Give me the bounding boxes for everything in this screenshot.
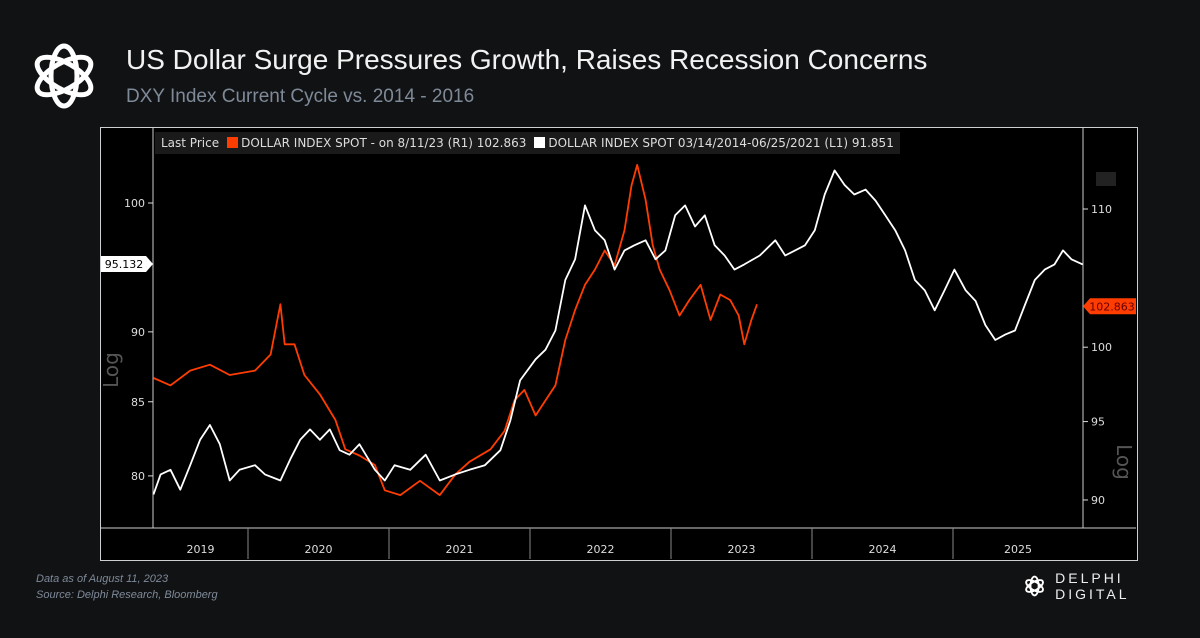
chart-options-icon (1096, 172, 1116, 186)
data-date-note: Data as of August 11, 2023 (36, 573, 169, 585)
footer-notes: Data as of August 11, 2023 Source: Delph… (36, 571, 218, 603)
delphi-small-logo-icon (1025, 575, 1044, 597)
x-tick-label: 2019 (187, 543, 215, 556)
legend-series-2014: DOLLAR INDEX SPOT 03/14/2014-06/25/2021 … (534, 136, 894, 150)
left-tick-label: 80 (131, 470, 145, 483)
right-axis-label: Log (1112, 444, 1136, 480)
left-last-price-value: 95.132 (105, 258, 144, 271)
legend-swatch-white (534, 137, 546, 148)
series-line-current (153, 163, 758, 497)
x-tick-label: 2024 (869, 543, 897, 556)
right-last-price-value: 102.863 (1089, 300, 1135, 313)
right-tick-label: 100 (1091, 341, 1112, 354)
left-last-price-tag (101, 256, 153, 273)
left-axis-label: Log (99, 352, 123, 388)
right-tick-label: 95 (1091, 416, 1105, 429)
source-note: Source: Delphi Research, Bloomberg (36, 589, 218, 601)
chart-legend: Last Price DOLLAR INDEX SPOT - on 8/11/2… (155, 132, 900, 154)
right-tick-label: 90 (1091, 494, 1105, 507)
brand-name: DELPHI DIGITAL (1055, 570, 1130, 602)
legend-swatch-orange (227, 137, 239, 148)
left-tick-label: 90 (131, 326, 145, 339)
legend-prefix: Last Price (161, 136, 220, 150)
legend-series-current: DOLLAR INDEX SPOT - on 8/11/23 (R1) 102.… (227, 136, 526, 150)
x-tick-label: 2022 (587, 543, 615, 556)
page-title: US Dollar Surge Pressures Growth, Raises… (126, 44, 928, 75)
x-tick-label: 2023 (728, 543, 756, 556)
left-tick-label: 100 (124, 197, 145, 210)
left-tick-label: 85 (131, 396, 145, 409)
x-tick-label: 2020 (305, 543, 333, 556)
series-line-2014-2016 (152, 169, 1084, 495)
x-tick-label: 2021 (446, 543, 474, 556)
x-tick-label: 2025 (1004, 543, 1032, 556)
page-subtitle: DXY Index Current Cycle vs. 2014 - 2016 (126, 86, 475, 107)
brand-mark: DELPHI DIGITAL (1022, 570, 1200, 602)
right-last-price-tag (1083, 298, 1136, 315)
right-tick-label: 110 (1091, 203, 1112, 216)
delphi-logo-icon (34, 43, 94, 109)
